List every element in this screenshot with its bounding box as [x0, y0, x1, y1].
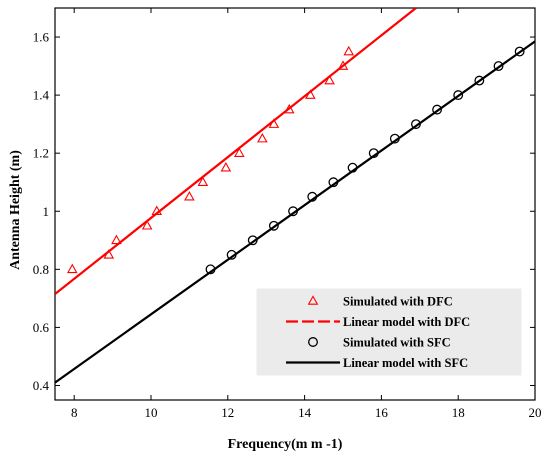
data-point: [324, 74, 335, 85]
x-tick-label: 14: [298, 405, 312, 420]
data-point: [493, 61, 504, 72]
y-tick-label: 1.4: [33, 88, 50, 103]
legend-item: Linear model with SFC: [286, 356, 468, 370]
y-tick-label: 1: [43, 204, 50, 219]
data-point: [111, 234, 122, 245]
data-point: [268, 220, 279, 231]
data-point: [474, 75, 485, 86]
legend-item: Simulated with DFC: [307, 295, 453, 309]
series-line: [55, 40, 535, 384]
data-point: [220, 161, 232, 172]
data-point: [141, 220, 153, 230]
legend-label: Linear model with DFC: [343, 315, 470, 329]
data-point: [184, 191, 195, 201]
x-tick-label: 12: [221, 405, 234, 420]
y-axis-title: Antenna Height (m): [8, 150, 23, 270]
data-point: [453, 90, 464, 101]
data-point: [432, 104, 443, 115]
legend-marker: [308, 337, 318, 347]
series-2: [55, 8, 417, 295]
legend-label: Simulated with DFC: [343, 295, 453, 309]
series-4: [55, 40, 535, 384]
data-point: [514, 46, 525, 57]
axis-ticks: 8 10 12 14 16 18 20 0.4 0.6 0.8 1 1.2 1.4 1.6: [33, 8, 542, 420]
data-point: [343, 45, 355, 56]
data-point: [257, 132, 268, 143]
y-tick-label: 1.6: [33, 30, 50, 45]
data-point: [66, 263, 78, 274]
x-tick-label: 18: [452, 405, 465, 420]
y-tick-label: 0.8: [33, 262, 49, 277]
legend-item: Simulated with SFC: [308, 336, 451, 350]
y-tick-label: 0.6: [33, 320, 50, 335]
legend-box: [255, 287, 523, 377]
y-tick-label: 1.2: [33, 146, 49, 161]
x-tick-label: 16: [375, 405, 389, 420]
data-point: [234, 147, 245, 157]
y-tick-label: 0.4: [33, 378, 50, 393]
legend-label: Linear model with SFC: [343, 356, 468, 370]
legend-label: Simulated with SFC: [343, 336, 451, 350]
legend-marker: [307, 295, 319, 305]
legend: Simulated with DFC Linear model with DFC S…: [255, 287, 523, 377]
series-line: [55, 8, 417, 295]
x-tick-label: 10: [145, 405, 158, 420]
x-tick-label: 20: [529, 405, 542, 420]
data-point: [197, 176, 209, 186]
x-tick-label: 8: [71, 405, 78, 420]
x-axis-title: Frequency(m m -1): [228, 437, 343, 452]
legend-item: Linear model with DFC: [286, 315, 470, 329]
